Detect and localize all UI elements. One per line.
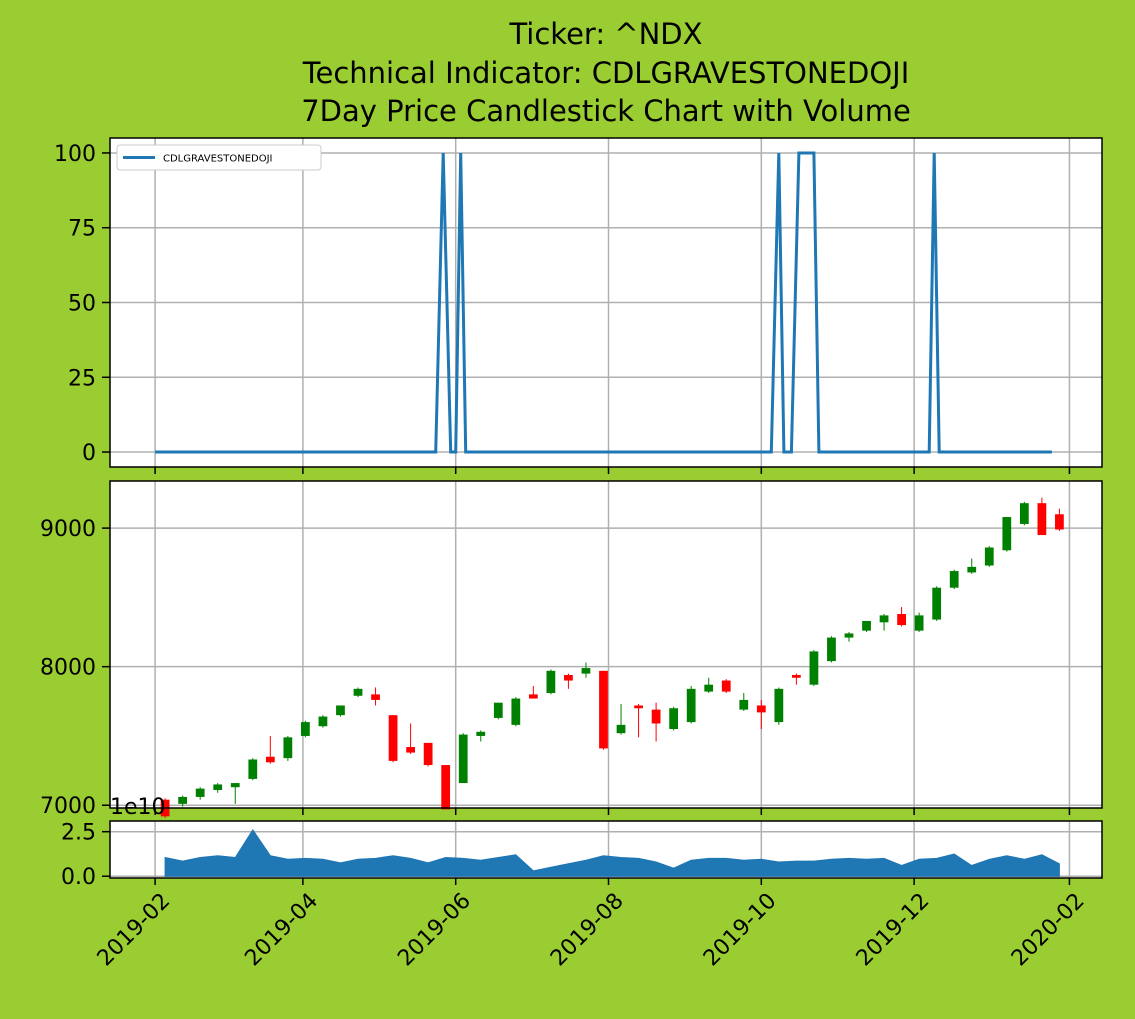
candle-body-2 [195, 788, 205, 797]
candle-body-38 [827, 637, 836, 662]
candle-body-11 [353, 688, 363, 696]
chart-title: Ticker: ^NDX Technical Indicator: CDLGRA… [301, 17, 911, 128]
volume-ytick-label-0: 0.0 [61, 865, 96, 890]
candlestick-plot-area [110, 481, 1102, 808]
candle-body-44 [932, 587, 942, 620]
candle-body-25 [599, 670, 608, 749]
candle-body-40 [862, 620, 871, 631]
candle-body-30 [686, 688, 696, 723]
legend-box [116, 144, 322, 171]
candle-body-28 [651, 709, 661, 724]
candle-body-5 [248, 759, 258, 779]
candle-body-10 [336, 705, 345, 716]
indicator-ytick-label-0: 0 [82, 441, 96, 466]
candle-body-16 [441, 765, 451, 810]
title-line-2: Technical Indicator: CDLGRAVESTONEDOJI [302, 56, 910, 90]
volume-area [164, 828, 1060, 877]
candle-body-29 [669, 708, 679, 730]
candle-body-31 [704, 684, 714, 692]
candle-body-4 [230, 783, 240, 788]
title-line-1: Ticker: ^NDX [508, 17, 702, 51]
volume-y-ticks: 0.0 2.5 [61, 821, 110, 890]
candle-body-32 [721, 680, 731, 692]
candle-body-20 [511, 698, 521, 725]
volume-multiplier-label: 1e10 [110, 795, 166, 820]
candlestick-grid [110, 481, 1102, 808]
volume-frame [109, 820, 1103, 879]
candle-body-23 [564, 674, 573, 681]
indicator-ytick-label-2: 50 [68, 292, 96, 317]
candle-body-26 [616, 724, 626, 734]
candle-body-1 [178, 796, 188, 804]
candle-body-18 [476, 731, 486, 736]
candle-body-12 [371, 694, 380, 700]
candle-body-37 [809, 651, 819, 685]
title-line-3: 7Day Price Candlestick Chart with Volume [301, 94, 911, 128]
volume-panel: 0.0 2.5 1e10 [61, 795, 1103, 890]
candlestick-frame [109, 480, 1103, 809]
candle-body-15 [423, 742, 433, 766]
candlestick-ytick-label-1: 8000 [40, 656, 96, 681]
candle-body-27 [634, 705, 643, 709]
candle-body-19 [493, 702, 503, 718]
candlestick-ytick-label-0: 7000 [40, 794, 96, 819]
candle-body-50 [1037, 503, 1047, 536]
candle-body-14 [406, 747, 415, 753]
candle-body-48 [1002, 517, 1012, 551]
candle-body-3 [213, 784, 223, 790]
candle-body-35 [774, 688, 784, 723]
candle-body-9 [318, 716, 328, 727]
candle-body-7 [283, 737, 293, 759]
candle-body-24 [581, 668, 591, 674]
indicator-series-line [155, 151, 1052, 454]
candlestick-y-ticks: 7000 8000 9000 [40, 517, 110, 819]
candle-body-13 [388, 715, 398, 761]
candle-body-36 [792, 674, 801, 678]
candlestick-panel: 7000 8000 9000 [40, 480, 1103, 819]
candle-body-46 [967, 566, 977, 573]
candle-body-17 [458, 734, 468, 784]
candle-body-51 [1055, 514, 1064, 530]
candle-body-39 [844, 633, 854, 638]
candle-body-42 [897, 614, 906, 626]
candle-body-34 [756, 705, 766, 713]
volume-ytick-label-1: 2.5 [61, 821, 96, 846]
legend-label: CDLGRAVESTONEDOJI [163, 154, 273, 165]
indicator-ytick-label-3: 75 [68, 217, 96, 242]
indicator-ytick-label-4: 100 [54, 142, 96, 167]
candlestick-ytick-label-2: 9000 [40, 517, 96, 542]
indicator-panel: 0 25 50 75 100 CDLGRAVESTONEDOJI [54, 137, 1103, 468]
candle-body-22 [546, 670, 556, 693]
candle-body-33 [739, 699, 749, 710]
candle-body-8 [301, 722, 310, 736]
candle-body-21 [528, 694, 538, 699]
indicator-ytick-label-1: 25 [68, 366, 96, 391]
candle-body-47 [984, 547, 994, 566]
candle-body-45 [949, 571, 959, 588]
candle-body-41 [879, 615, 889, 623]
indicator-y-ticks: 0 25 50 75 100 [54, 142, 110, 466]
candle-body-43 [914, 615, 924, 631]
candle-body-6 [265, 756, 275, 763]
indicator-legend: CDLGRAVESTONEDOJI [116, 144, 322, 171]
candlestick-marks [160, 497, 1064, 818]
candle-body-49 [1019, 503, 1029, 524]
